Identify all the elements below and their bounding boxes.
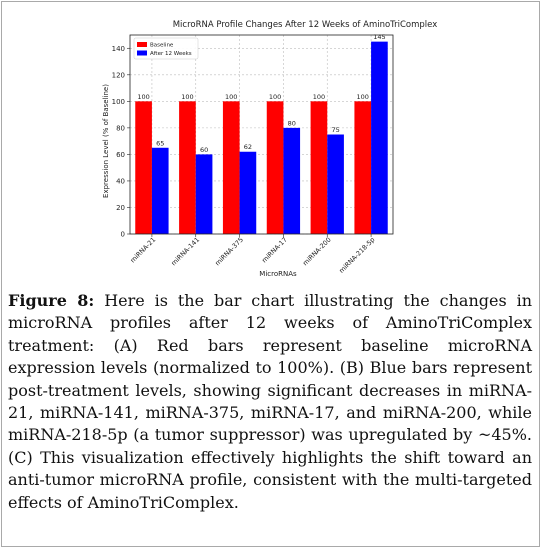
data-label: 65 [156, 139, 164, 147]
legend-box [133, 37, 199, 60]
x-tick-label: miRNA-375 [213, 236, 245, 268]
data-label: 62 [244, 143, 252, 151]
data-label: 100 [313, 93, 325, 101]
y-tick-label: 80 [116, 124, 125, 132]
figure-caption: Figure 8: Here is the bar chart illustra… [8, 290, 532, 514]
bar-baseline-mirna-21 [135, 101, 152, 234]
bar-baseline-mirna-17 [266, 101, 284, 234]
bar-after-mirna-17 [283, 127, 301, 234]
x-tick-label: miRNA-200 [301, 236, 333, 268]
data-label: 100 [357, 93, 369, 101]
caption-label: Figure 8: [8, 291, 95, 310]
chart-title: MicroRNA Profile Changes After 12 Weeks … [173, 20, 438, 30]
y-tick-label: 100 [112, 98, 125, 106]
plot-border [129, 34, 394, 235]
data-label: 75 [331, 126, 339, 134]
y-tick-label: 20 [116, 204, 125, 212]
bar-baseline-mirna-200 [310, 101, 328, 234]
data-label-layer: 100 65 100 60 100 62 100 80 100 75 100 145 [137, 33, 385, 154]
data-label: 100 [181, 93, 193, 101]
data-label: 100 [225, 93, 237, 101]
bar-after-mirna-21 [151, 147, 169, 234]
y-tick-label: 0 [121, 231, 125, 239]
x-tick-label: miRNA-17 [260, 236, 289, 265]
x-tick-label: miRNA-218-5p [337, 236, 376, 275]
x-axis-label: MicroRNAs [259, 270, 297, 278]
x-tick-label: miRNA-141 [170, 236, 202, 268]
bar-baseline-mirna-375 [222, 101, 240, 234]
legend-swatch-1 [137, 50, 147, 56]
data-label: 60 [200, 146, 208, 154]
bar-after-mirna-218-5p [371, 41, 388, 235]
legend-label-0: Baseline [150, 43, 174, 49]
bar-after-mirna-200 [327, 134, 344, 234]
y-axis-label: Expression Level (% of Baseline) [102, 84, 110, 198]
y-tick-label: 120 [112, 71, 125, 79]
legend: Baseline After 12 Weeks [133, 37, 199, 60]
bar-baseline-mirna-218-5p [354, 101, 372, 234]
x-tick-label: miRNA-21 [129, 236, 158, 265]
data-label: 80 [288, 119, 296, 127]
bar-layer [135, 41, 388, 235]
bar-baseline-mirna-141 [179, 101, 196, 234]
data-label: 100 [269, 93, 281, 101]
legend-label-1: After 12 Weeks [150, 51, 192, 57]
y-tick-label: 60 [116, 151, 125, 159]
caption-text: Here is the bar chart illustrating the c… [8, 291, 532, 512]
bar-after-mirna-141 [195, 154, 213, 234]
bar-chart: MicroRNA Profile Changes After 12 Weeks … [102, 20, 438, 278]
data-label: 145 [373, 33, 385, 41]
legend-swatch-0 [137, 42, 147, 47]
y-tick-label: 40 [116, 177, 125, 185]
grid-layer [130, 35, 393, 235]
bar-after-mirna-375 [239, 151, 257, 234]
y-tick-label: 140 [112, 45, 125, 53]
data-label: 100 [137, 93, 149, 101]
